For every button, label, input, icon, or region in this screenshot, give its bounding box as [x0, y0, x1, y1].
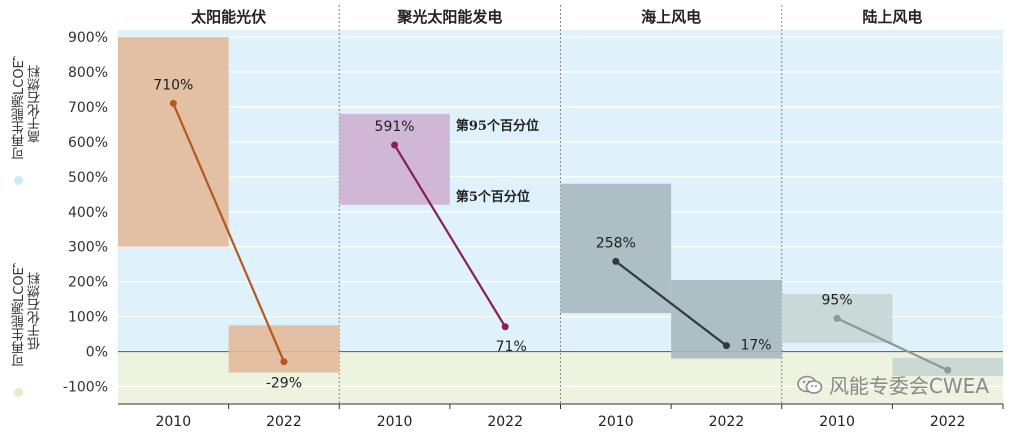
data-point [501, 323, 509, 331]
x-tick-label: 2010 [598, 414, 634, 430]
percentile-box [339, 113, 450, 205]
data-point [280, 358, 288, 366]
value-label: 17% [740, 338, 771, 354]
y-tick-label: 0% [86, 345, 108, 361]
y-tick-label: 700% [68, 100, 108, 116]
wechat-icon [797, 375, 823, 394]
y-tick-label: 400% [68, 205, 108, 221]
y-tick-label: 800% [68, 65, 108, 81]
data-point [944, 366, 952, 374]
trend-line [172, 102, 285, 363]
panel-title: 海上风电 [641, 8, 701, 26]
trend-line [615, 260, 728, 347]
above-region-dot [14, 176, 23, 185]
value-label: 591% [375, 119, 415, 135]
data-point [612, 257, 620, 265]
trend-line [393, 144, 507, 328]
data-point [833, 314, 841, 322]
below-region-label: 可再生能源LCOE， 低于化石燃料 [12, 254, 43, 368]
p5-annotation: 第5个百分位 [456, 189, 530, 205]
data-point [391, 141, 399, 149]
y-tick-label: 900% [68, 30, 108, 46]
x-tick-label: 2022 [930, 414, 966, 430]
y-tick-label: 100% [68, 310, 108, 326]
value-label: 71% [496, 339, 527, 355]
y-tick-label: 300% [68, 240, 108, 256]
x-tick-label: 2010 [155, 414, 191, 430]
x-tick-label: 2010 [377, 414, 413, 430]
panel-title: 聚光太阳能发电 [396, 8, 502, 26]
trend-line [836, 317, 949, 372]
y-tick-label: 200% [68, 275, 108, 291]
above-region-label: 可再生能源LCOE， 高于化石燃料 [12, 47, 43, 161]
value-label: 710% [153, 77, 193, 93]
panel-title: 太阳能光伏 [191, 8, 266, 26]
below-region-dot [14, 388, 23, 397]
value-label: 258% [596, 235, 636, 251]
y-tick-label: 600% [68, 135, 108, 151]
x-tick-label: 2022 [266, 414, 302, 430]
panel-title: 陆上风电 [862, 8, 922, 26]
value-label: 95% [822, 292, 853, 308]
x-tick-label: 2022 [487, 414, 523, 430]
x-tick-label: 2022 [709, 414, 745, 430]
watermark-text: 风能专委会CWEA [828, 374, 989, 398]
data-point [722, 342, 730, 350]
data-point [169, 99, 177, 107]
p95-annotation: 第95个百分位 [456, 118, 539, 134]
x-tick-label: 2010 [819, 414, 855, 430]
y-tick-label: -100% [63, 380, 108, 396]
value-label: -29% [266, 376, 302, 392]
percentile-box [228, 325, 340, 373]
watermark: 风能专委会CWEA [797, 370, 989, 399]
y-tick-label: 500% [68, 170, 108, 186]
percentile-box [560, 183, 672, 314]
percentile-box [118, 36, 229, 247]
